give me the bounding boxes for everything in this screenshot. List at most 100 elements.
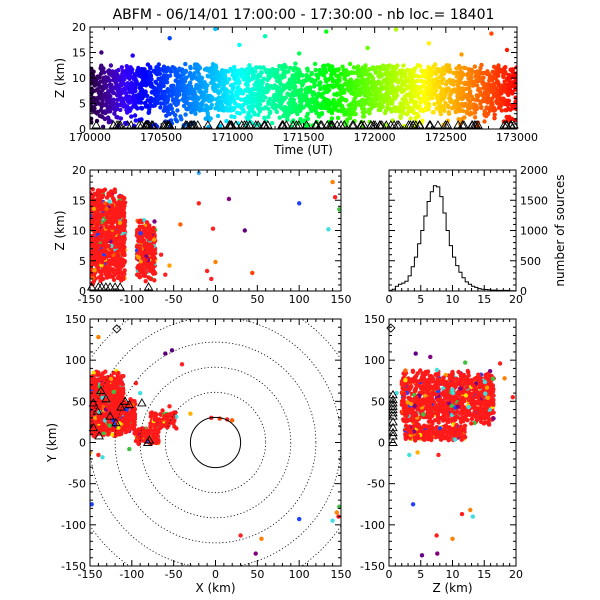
- source-point: [511, 74, 516, 80]
- source-point: [311, 96, 316, 102]
- source-point: [251, 73, 257, 78]
- source-point: [341, 67, 346, 73]
- source-point: [447, 96, 453, 101]
- source-point: [436, 100, 441, 105]
- source-point: [90, 257, 95, 263]
- source-point: [400, 68, 405, 73]
- source-point: [124, 95, 129, 100]
- source-point: [367, 107, 373, 112]
- source-point: [135, 244, 140, 249]
- source-point: [435, 81, 440, 87]
- source-point: [387, 78, 393, 84]
- source-point: [332, 67, 337, 73]
- source-point: [384, 64, 389, 69]
- source-point: [297, 73, 302, 79]
- source-point: [202, 107, 207, 113]
- source-point: [316, 73, 321, 78]
- source-point: [304, 114, 309, 119]
- source-point: [463, 101, 468, 107]
- source-point: [503, 108, 508, 113]
- source-point: [117, 220, 123, 225]
- source-point: [232, 100, 237, 106]
- source-point: [270, 120, 275, 126]
- source-point: [162, 94, 168, 99]
- source-point: [137, 251, 142, 256]
- source-point: [215, 77, 220, 82]
- source-point: [110, 267, 116, 273]
- source-point: [168, 69, 173, 74]
- source-point: [320, 102, 325, 107]
- source-point: [108, 209, 113, 215]
- source-point: [424, 88, 429, 94]
- source-point: [475, 98, 480, 103]
- source-point: [143, 279, 148, 284]
- source-point: [92, 106, 97, 111]
- source-point: [95, 189, 101, 194]
- source-point: [456, 117, 461, 122]
- scattered-point: [178, 222, 183, 227]
- source-point: [336, 67, 341, 72]
- source-point: [99, 248, 105, 254]
- source-point: [104, 231, 109, 237]
- source-point: [96, 235, 102, 240]
- source-point: [104, 78, 109, 84]
- source-point: [392, 78, 397, 83]
- source-point: [213, 65, 219, 70]
- source-point: [103, 75, 108, 80]
- source-point: [476, 78, 481, 84]
- source-point: [237, 80, 242, 86]
- source-point: [407, 75, 412, 80]
- source-point: [408, 68, 413, 73]
- source-point: [99, 382, 105, 387]
- source-point: [306, 75, 312, 80]
- source-point: [454, 74, 459, 79]
- source-point: [488, 104, 494, 109]
- source-point: [292, 84, 297, 89]
- source-point: [109, 250, 114, 255]
- source-point: [242, 96, 248, 102]
- source-point: [118, 78, 123, 84]
- source-point: [95, 74, 100, 79]
- source-point: [358, 69, 363, 75]
- source-point: [214, 88, 219, 94]
- source-point: [277, 100, 283, 105]
- source-point: [437, 85, 443, 90]
- source-point: [210, 70, 216, 76]
- source-point: [94, 111, 100, 116]
- source-point: [335, 108, 341, 113]
- source-point: [310, 92, 316, 98]
- source-point: [399, 74, 404, 79]
- source-point: [170, 90, 175, 96]
- source-point: [468, 110, 474, 116]
- source-point: [127, 88, 132, 93]
- source-point: [122, 220, 128, 225]
- source-point: [138, 97, 143, 102]
- source-point: [271, 94, 276, 100]
- time-height-points: [90, 27, 517, 129]
- source-point: [93, 213, 98, 218]
- source-point: [126, 69, 132, 75]
- source-point: [105, 115, 111, 120]
- source-point: [297, 104, 302, 110]
- source-point: [100, 423, 105, 428]
- source-point: [491, 64, 497, 70]
- scattered-point: [337, 207, 341, 212]
- source-point: [412, 99, 418, 105]
- source-point: [213, 106, 218, 111]
- source-point: [328, 76, 333, 81]
- source-point: [370, 76, 376, 81]
- source-point: [396, 70, 401, 76]
- source-point: [243, 88, 248, 93]
- source-point: [326, 87, 332, 93]
- source-point: [122, 236, 127, 242]
- source-point: [248, 95, 254, 100]
- source-point: [269, 84, 274, 89]
- source-point: [312, 84, 317, 89]
- source-point: [478, 105, 484, 110]
- source-point: [387, 97, 392, 103]
- source-point: [506, 86, 511, 91]
- source-point: [183, 61, 188, 67]
- source-point: [489, 83, 494, 88]
- source-point: [104, 250, 109, 255]
- source-point: [90, 376, 94, 382]
